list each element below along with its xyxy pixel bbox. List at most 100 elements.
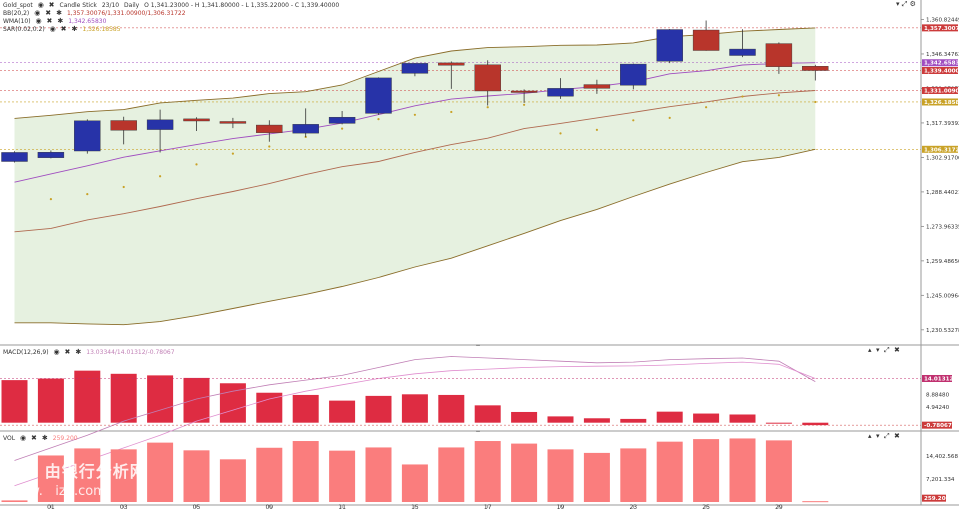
time-tick-label: 05 bbox=[193, 504, 201, 511]
candle-body bbox=[74, 120, 101, 152]
eye-icon[interactable]: ◉ bbox=[20, 434, 27, 442]
sar-dot bbox=[413, 113, 416, 116]
candle-body bbox=[37, 152, 65, 158]
price-tick-label: 1,273.96335 bbox=[926, 224, 959, 230]
volume-bar bbox=[802, 501, 829, 503]
macd-line bbox=[14, 356, 816, 461]
sar-dot bbox=[523, 103, 526, 106]
panel-divider-grip: = bbox=[475, 342, 480, 349]
candle-body bbox=[183, 118, 210, 122]
macd-histogram-bar bbox=[37, 378, 64, 423]
gear-icon[interactable]: ✱ bbox=[56, 9, 62, 17]
macd-histogram-bar bbox=[729, 414, 756, 423]
gear-icon[interactable]: ✱ bbox=[41, 434, 48, 442]
volume-bar bbox=[547, 449, 574, 502]
price-tick-label: 1,360.82449 bbox=[926, 17, 959, 23]
price-tag bbox=[922, 24, 958, 32]
candle bbox=[474, 60, 501, 106]
close-icon[interactable]: ✖ bbox=[894, 346, 900, 354]
time-tick-label: 01 bbox=[47, 504, 55, 511]
volume-bar bbox=[329, 450, 356, 502]
macd-histogram-bar bbox=[147, 375, 174, 423]
candle bbox=[365, 77, 392, 115]
volume-tick-label: 7,201.334 bbox=[926, 477, 955, 483]
price-tag bbox=[922, 67, 958, 75]
wma-legend: WMA(10) ◉ ✖ ✱ 1,342.65830 bbox=[3, 17, 109, 26]
price-tick-label: 1,245.00964 bbox=[926, 293, 959, 299]
time-tick-label: 17 bbox=[484, 504, 492, 511]
candle-body bbox=[365, 77, 392, 114]
candle bbox=[510, 89, 538, 103]
gear-icon[interactable]: ✱ bbox=[57, 17, 64, 25]
move-down-icon[interactable]: ▾ bbox=[875, 432, 880, 440]
maximize-icon[interactable]: ⤢ bbox=[883, 346, 890, 354]
price-panel bbox=[0, 20, 921, 326]
eye-icon[interactable]: ◉ bbox=[53, 348, 60, 356]
move-up-icon[interactable]: ▴ bbox=[868, 346, 872, 354]
sar-dot bbox=[49, 198, 53, 201]
close-icon[interactable]: ✖ bbox=[46, 17, 53, 25]
time-tick-label: 09 bbox=[265, 504, 273, 511]
maximize-icon[interactable]: ⤢ bbox=[883, 432, 890, 440]
macd-histogram-bar bbox=[583, 418, 610, 423]
volume-bar bbox=[511, 443, 538, 502]
eye-icon[interactable]: ◉ bbox=[49, 25, 56, 33]
macd-histogram-bar bbox=[802, 422, 829, 426]
price-tag bbox=[922, 145, 958, 153]
menu-icon[interactable]: ⚙ bbox=[909, 0, 916, 8]
volume-tag-label: 259.200 bbox=[924, 496, 950, 502]
move-down-icon[interactable]: ▾ bbox=[896, 0, 900, 8]
eye-icon[interactable]: ◉ bbox=[37, 1, 44, 9]
volume-tag bbox=[922, 494, 946, 502]
candle bbox=[292, 108, 319, 137]
volume-bar bbox=[256, 447, 283, 502]
price-tick-label: 1,302.91706 bbox=[926, 155, 959, 161]
sar-dot bbox=[231, 152, 234, 155]
close-icon[interactable]: ✖ bbox=[60, 25, 67, 33]
sar-dot bbox=[341, 127, 344, 130]
volume-bar bbox=[401, 464, 428, 502]
volume-bar bbox=[693, 439, 720, 502]
main-panel-controls: ▾ ⤢ ⚙ bbox=[896, 0, 916, 9]
eye-icon[interactable]: ◉ bbox=[35, 17, 42, 25]
volume-panel bbox=[1, 438, 829, 503]
macd-panel-controls: ▴ ▾ ⤢ ✖ bbox=[868, 346, 900, 355]
macd-tick-label: 4.94240 bbox=[926, 405, 950, 411]
macd-panel bbox=[0, 356, 921, 487]
close-icon[interactable]: ✖ bbox=[45, 9, 52, 17]
sar-dot bbox=[159, 175, 162, 178]
macd-histogram-bar bbox=[693, 413, 720, 423]
sar-dot bbox=[486, 106, 489, 109]
bb-values: 1,357.30076/1,331.00900/1,306.31722 bbox=[66, 10, 186, 17]
chart-type-label: Candle Stick bbox=[59, 2, 97, 9]
macd-histogram-bar bbox=[329, 400, 356, 423]
gear-icon[interactable]: ✱ bbox=[71, 25, 78, 33]
sar-dot bbox=[559, 132, 562, 135]
time-tick-label: 19 bbox=[557, 504, 565, 511]
sar-dot bbox=[450, 110, 453, 114]
sar-dot bbox=[777, 94, 781, 97]
macd-histogram-bar bbox=[256, 392, 283, 423]
eye-icon[interactable]: ◉ bbox=[34, 9, 41, 17]
gear-icon[interactable]: ✱ bbox=[75, 348, 82, 356]
vol-legend: VOL ◉ ✖ ✱ 259.200 bbox=[3, 434, 81, 443]
date-label: 23/10 bbox=[101, 2, 120, 9]
move-down-icon[interactable]: ▾ bbox=[875, 346, 880, 354]
volume-bar bbox=[1, 500, 28, 502]
move-up-icon[interactable]: ▴ bbox=[868, 432, 872, 440]
bollinger-band-fill bbox=[14, 27, 816, 325]
macd-histogram-bar bbox=[74, 370, 101, 423]
sar-dot bbox=[814, 100, 817, 104]
close-icon[interactable]: ✖ bbox=[64, 348, 71, 356]
period-label: Daily bbox=[124, 2, 140, 9]
close-icon[interactable]: ✖ bbox=[30, 434, 37, 442]
price-tag bbox=[922, 59, 958, 67]
price-tag-label: 1,326.18585 bbox=[924, 100, 959, 106]
bb-lower-line bbox=[14, 148, 816, 326]
macd-legend: MACD(12,26,9) ◉ ✖ ✱ 13.03344/14.01312/-0… bbox=[3, 348, 178, 357]
maximize-icon[interactable]: ⤢ bbox=[901, 0, 908, 8]
main-legend-line: Gold_spot ◉ ✖ Candle Stick 23/10 Daily O… bbox=[3, 1, 342, 10]
close-icon[interactable]: ✖ bbox=[894, 432, 900, 440]
close-icon[interactable]: ✖ bbox=[48, 1, 55, 9]
candle-body bbox=[547, 88, 574, 97]
